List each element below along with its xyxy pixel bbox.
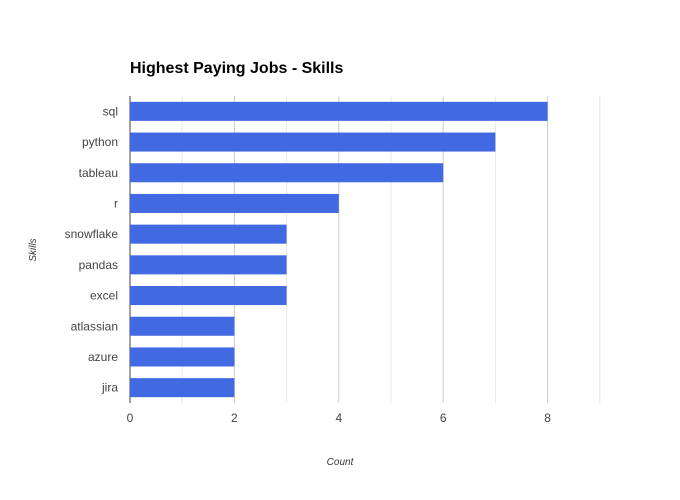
bar-snowflake [130, 224, 287, 244]
y-tick-label: atlassian [71, 319, 118, 333]
x-tick-label: 0 [127, 411, 134, 425]
y-tick-label: excel [90, 289, 118, 303]
y-tick-label: python [82, 135, 118, 149]
bar-azure [130, 347, 235, 367]
y-tick-label: pandas [79, 258, 118, 272]
chart-title: Highest Paying Jobs - Skills [130, 60, 343, 77]
bar-pandas [130, 255, 287, 275]
x-tick-label: 4 [335, 411, 342, 425]
y-tick-label: snowflake [65, 227, 119, 241]
x-axis-title: Count [327, 457, 355, 468]
bar-jira [130, 378, 235, 398]
y-tick-label: sql [103, 104, 118, 118]
bars [130, 101, 548, 398]
y-tick-label: azure [88, 350, 118, 364]
y-axis-title: Skills [28, 238, 39, 261]
y-tick-label: tableau [79, 166, 118, 180]
y-tick-label: r [114, 196, 118, 210]
bar-sql [130, 101, 548, 121]
x-tick-label: 2 [231, 411, 238, 425]
x-tick-labels: 0 2 4 6 8 [127, 411, 552, 425]
bar-excel [130, 286, 287, 306]
bar-atlassian [130, 316, 235, 336]
x-tick-label: 6 [440, 411, 447, 425]
bar-python [130, 132, 496, 152]
bar-tableau [130, 163, 444, 183]
bar-r [130, 193, 339, 213]
y-tick-labels: sql python tableau r snowflake pandas excel atl… [65, 104, 119, 394]
x-tick-label: 8 [544, 411, 551, 425]
y-tick-label: jira [101, 381, 118, 395]
